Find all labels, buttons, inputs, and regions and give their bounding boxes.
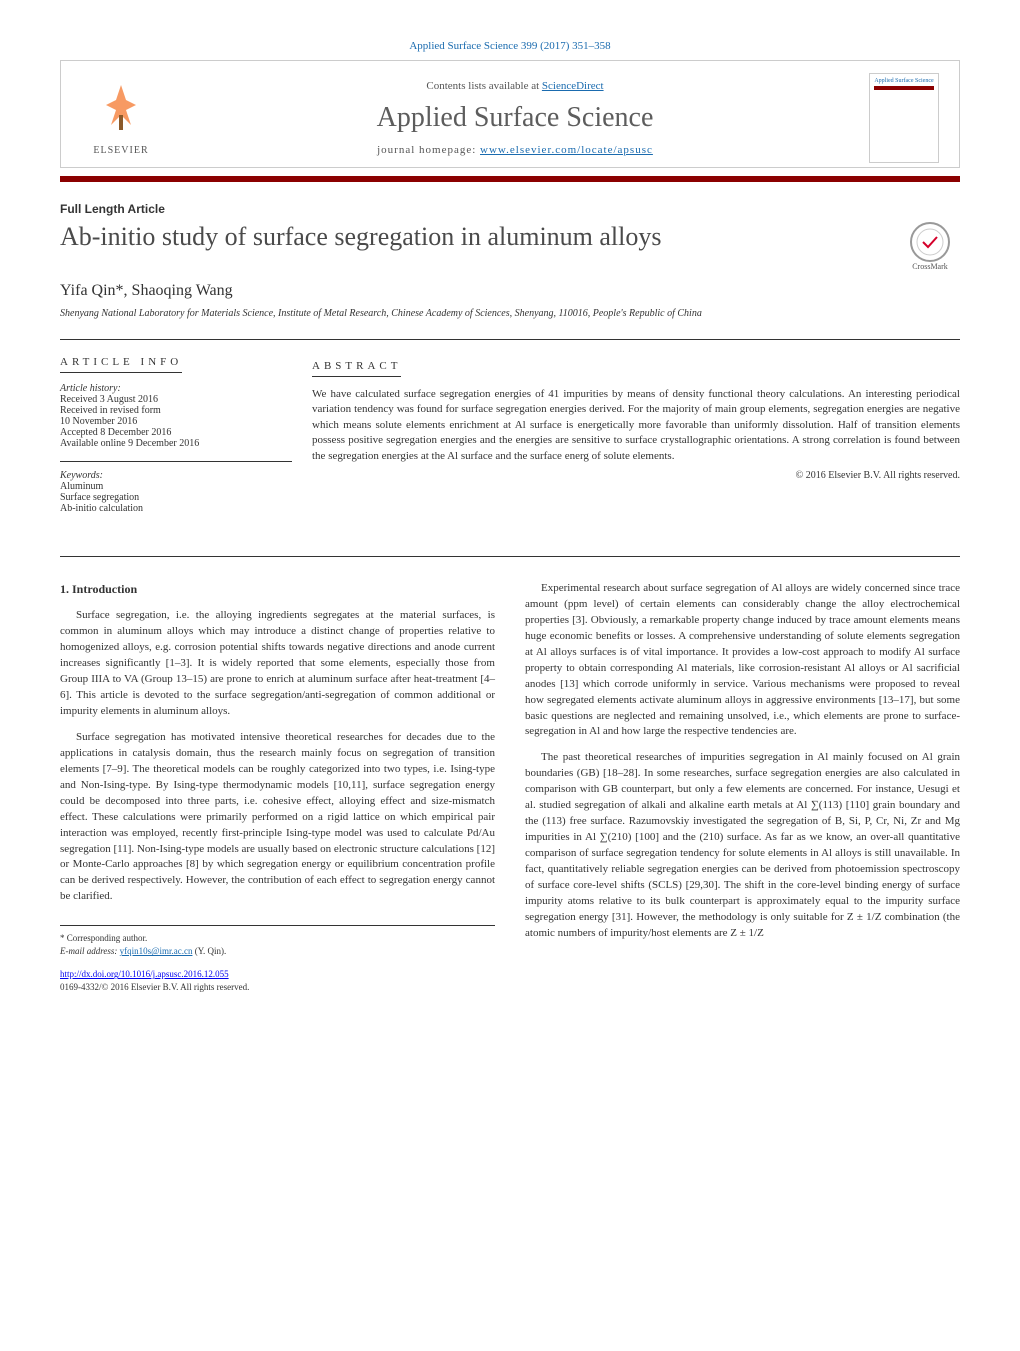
homepage-prefix: journal homepage: — [377, 144, 480, 156]
accepted-date: Accepted 8 December 2016 — [60, 427, 292, 438]
received-date: Received 3 August 2016 — [60, 394, 292, 405]
info-divider — [60, 461, 292, 462]
info-abstract-section: article info Article history: Received 3… — [60, 339, 960, 526]
cover-title: Applied Surface Science — [874, 78, 933, 84]
info-header: article info — [60, 356, 182, 373]
keyword-2: Surface segregation — [60, 492, 292, 503]
homepage-line: journal homepage: www.elsevier.com/locat… — [161, 144, 869, 156]
body-columns: 1. Introduction Surface segregation, i.e… — [60, 581, 960, 994]
crossmark-icon — [910, 222, 950, 262]
keyword-3: Ab-initio calculation — [60, 503, 292, 514]
journal-header-box: ELSEVIER Contents lists available at Sci… — [60, 60, 960, 168]
email-author-name: (Y. Qin). — [192, 946, 226, 956]
revised-date: 10 November 2016 — [60, 416, 292, 427]
abstract-text: We have calculated surface segregation e… — [312, 387, 960, 464]
online-date: Available online 9 December 2016 — [60, 438, 292, 449]
crossmark-badge[interactable]: CrossMark — [900, 222, 960, 282]
homepage-link[interactable]: www.elsevier.com/locate/apsusc — [480, 144, 653, 156]
keyword-1: Aluminum — [60, 481, 292, 492]
journal-page: Applied Surface Science 399 (2017) 351–3… — [0, 0, 1020, 1034]
contents-prefix: Contents lists available at — [426, 80, 541, 92]
issn-copyright: 0169-4332/© 2016 Elsevier B.V. All right… — [60, 982, 249, 992]
red-separator-bar — [60, 176, 960, 182]
revised-prefix: Received in revised form — [60, 405, 292, 416]
right-para-2: The past theoretical researches of impur… — [525, 750, 960, 941]
sciencedirect-link[interactable]: ScienceDirect — [542, 80, 604, 92]
abstract-copyright: © 2016 Elsevier B.V. All rights reserved… — [312, 470, 960, 481]
left-para-2: Surface segregation has motivated intens… — [60, 730, 495, 905]
section-1-heading: 1. Introduction — [60, 581, 495, 598]
journal-name: Applied Surface Science — [161, 102, 869, 134]
elsevier-logo: ELSEVIER — [81, 73, 161, 163]
article-info-column: article info Article history: Received 3… — [60, 340, 312, 526]
left-column: 1. Introduction Surface segregation, i.e… — [60, 581, 495, 994]
elsevier-tree-icon — [96, 80, 146, 145]
affiliation: Shenyang National Laboratory for Materia… — [60, 308, 960, 319]
doi-block: http://dx.doi.org/10.1016/j.apsusc.2016.… — [60, 968, 495, 994]
corresponding-author-block: * Corresponding author. E-mail address: … — [60, 925, 495, 958]
email-label: E-mail address: — [60, 946, 120, 956]
elsevier-name: ELSEVIER — [93, 145, 148, 156]
crossmark-label: CrossMark — [912, 262, 948, 271]
keywords-label: Keywords: — [60, 470, 292, 481]
body-top-rule — [60, 556, 960, 557]
author-email-link[interactable]: yfqin10s@imr.ac.cn — [120, 946, 193, 956]
top-citation: Applied Surface Science 399 (2017) 351–3… — [60, 40, 960, 52]
right-column: Experimental research about surface segr… — [525, 581, 960, 994]
corresponding-label: * Corresponding author. — [60, 932, 495, 945]
cover-red-bar — [874, 86, 934, 90]
contents-available-line: Contents lists available at ScienceDirec… — [161, 80, 869, 92]
doi-link[interactable]: http://dx.doi.org/10.1016/j.apsusc.2016.… — [60, 969, 229, 979]
article-title: Ab-initio study of surface segregation i… — [60, 222, 662, 252]
history-label: Article history: — [60, 383, 292, 394]
journal-cover-thumbnail: Applied Surface Science — [869, 73, 939, 163]
right-para-1: Experimental research about surface segr… — [525, 581, 960, 740]
article-type-label: Full Length Article — [60, 202, 960, 216]
abstract-header: abstract — [312, 360, 401, 377]
author-list: Yifa Qin*, Shaoqing Wang — [60, 282, 960, 300]
abstract-column: abstract We have calculated surface segr… — [312, 340, 960, 526]
left-para-1: Surface segregation, i.e. the alloying i… — [60, 608, 495, 720]
